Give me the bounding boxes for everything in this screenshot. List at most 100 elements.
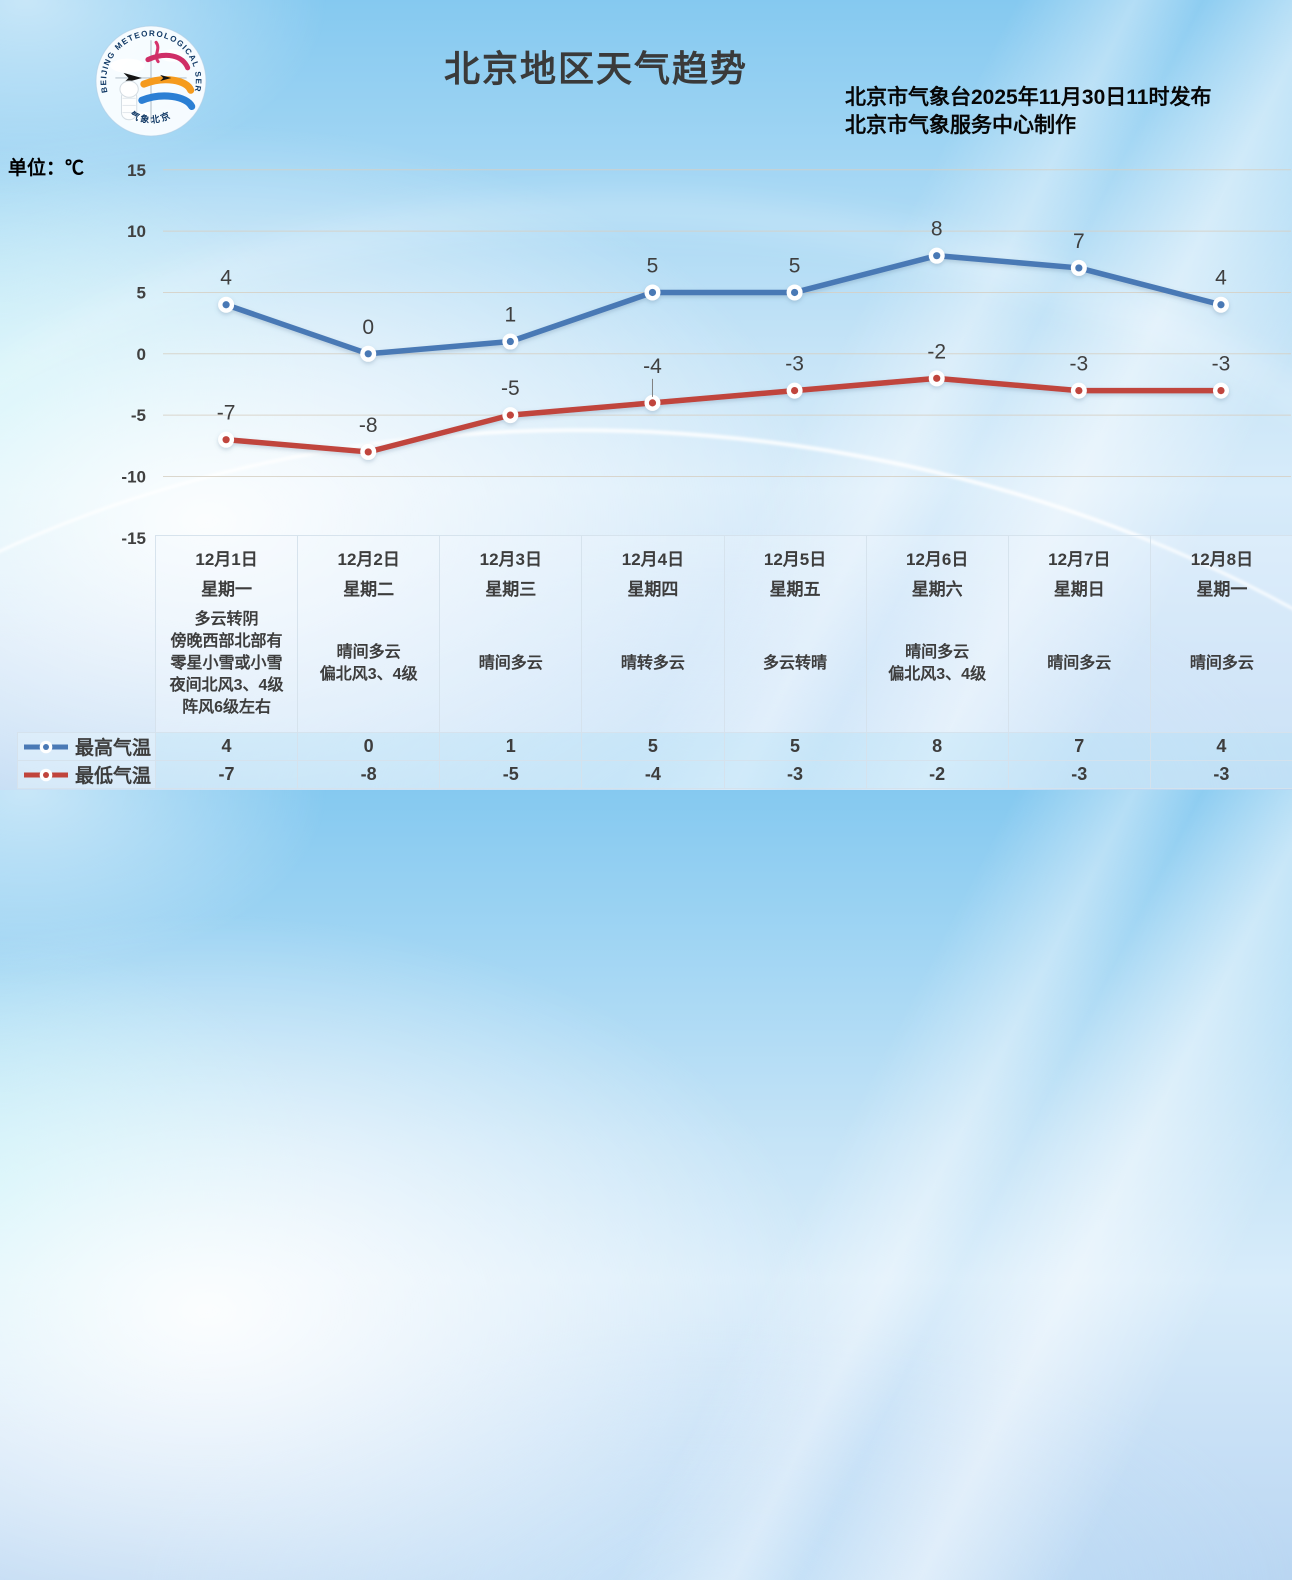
orange-swoosh (140, 76, 195, 94)
y-tick-label: -15 (121, 529, 146, 548)
data-point-marker (1070, 259, 1087, 276)
day-weekday: 星期一 (1196, 580, 1248, 599)
data-point-marker-dot (1217, 387, 1225, 395)
data-point-label: 1 (505, 304, 517, 327)
y-tick-label: 10 (127, 222, 146, 241)
low-temp-value-3: -5 (440, 761, 583, 789)
day-weather: 晴间多云 偏北风3、4级 (888, 601, 986, 733)
data-point-marker-dot (1075, 264, 1083, 272)
data-point-marker-dot (933, 252, 941, 260)
y-tick-label: -10 (121, 467, 146, 486)
day-date: 12月3日 (479, 550, 542, 569)
temperature-value-rows: 最高气温 4 0 1 5 5 8 7 4 最低气温 -7 -8 -5 -4 -3 -2 -3 -3 (17, 732, 1292, 789)
weather-line: 傍晚西部北部有 (170, 633, 283, 650)
data-point-marker-dot (222, 301, 230, 309)
data-point-label: -8 (359, 414, 378, 437)
legend-label: 最高气温 (75, 738, 152, 759)
data-point-marker (644, 394, 661, 411)
high-temp-value-2: 0 (298, 733, 441, 761)
day-weather: 晴间多云 (1047, 601, 1111, 733)
y-tick-label: 5 (137, 283, 146, 302)
day-date: 12月7日 (1048, 550, 1111, 569)
legend-low-temp: 最低气温 (18, 761, 156, 789)
day-date: 12月8日 (1190, 550, 1254, 569)
data-point-marker-dot (648, 288, 657, 297)
data-point-label: 8 (931, 218, 943, 241)
day-weekday: 星期五 (769, 580, 821, 599)
data-point-label: 0 (362, 316, 374, 339)
data-point-marker-dot (648, 399, 657, 407)
data-point-marker-dot (364, 350, 372, 358)
data-point-marker (1212, 296, 1229, 313)
high-temp-value-7: 7 (1008, 733, 1151, 761)
data-point-marker (786, 382, 803, 399)
data-point-marker (360, 345, 377, 362)
high-temp-value-8: 4 (1150, 733, 1292, 761)
data-point-label: 4 (1215, 267, 1227, 290)
high-temp-value-5: 5 (724, 733, 867, 761)
day-weekday: 星期四 (627, 580, 679, 599)
day-weekday: 星期日 (1053, 580, 1105, 599)
day-date: 12月1日 (195, 550, 258, 569)
high-temp-value-4: 5 (582, 733, 725, 761)
red-ribbon (154, 40, 160, 64)
issued-line: 北京市气象台2025年11月30日11时发布 (845, 86, 1212, 109)
data-point-label: 5 (789, 254, 801, 277)
data-point-label: -7 (217, 402, 236, 425)
day-column-1: 12月1日 星期一 多云转阴 傍晚西部北部有 零星小雪或小雪 夜间北风3、4级 阵风6级左右 (156, 536, 299, 733)
data-point-marker (502, 333, 519, 350)
weather-line: 阵风6级左右 (182, 699, 272, 716)
day-column-2: 12月2日星期二晴间多云偏北风3、4级 (298, 536, 441, 733)
weather-line: 零星小雪或小雪 (170, 655, 283, 672)
small-arrow-icon (160, 74, 172, 81)
day-weather: 晴间多云偏北风3、4级 (320, 601, 418, 733)
beijing-meteorological-service-logo: BEIJING METEOROLOGICAL SERVICE 气象北京 (95, 25, 207, 137)
day-date: 12月2日 (337, 550, 400, 569)
data-point-marker (502, 407, 519, 424)
low-temp-value-4: -4 (582, 761, 725, 789)
weather-line: 晴间多云 (336, 644, 401, 661)
data-point-marker (360, 443, 377, 460)
data-point-label: -3 (785, 353, 804, 376)
data-point-marker (928, 370, 945, 387)
y-tick-label: 15 (127, 161, 146, 180)
day-date: 12月5日 (763, 550, 827, 569)
data-point-marker-dot (791, 288, 799, 297)
data-point-marker-dot (506, 337, 514, 346)
day-weather: 晴间多云 (479, 601, 543, 733)
page-title: 北京地区天气趋势 (443, 48, 748, 89)
data-point-label: -2 (927, 340, 946, 363)
data-point-marker-dot (1217, 301, 1225, 309)
day-weekday: 星期二 (343, 580, 395, 599)
weather-line: 晴间多云 (1189, 655, 1254, 672)
day-column-5: 12月5日星期五多云转晴 (724, 536, 867, 733)
high-temp-series (218, 247, 1229, 362)
data-point-marker-dot (1075, 387, 1083, 395)
data-point-marker-dot (506, 411, 514, 419)
low-temp-value-6: -2 (866, 761, 1009, 789)
data-point-marker (218, 296, 235, 313)
data-point-labels: 4 0 1 5 5 8 7 4 -7 -8 -5 -4 -3 -2 -3 -3 (217, 218, 1231, 437)
data-point-label: -5 (501, 377, 520, 400)
low-temp-value-7: -3 (1008, 761, 1151, 789)
weather-line: 多云转晴 (763, 655, 828, 672)
data-point-marker-dot (222, 436, 230, 444)
low-temp-value-1: -7 (156, 761, 299, 789)
day-weather: 晴转多云 (621, 601, 685, 733)
data-point-label: 5 (647, 254, 659, 277)
day-weather: 多云转阴 傍晚西部北部有 零星小雪或小雪 夜间北风3、4级 阵风6级左右 (170, 601, 284, 733)
day-column-8: 12月8日星期一晴间多云 (1150, 536, 1292, 733)
data-point-label: 7 (1073, 230, 1085, 253)
day-date: 12月4日 (621, 550, 685, 569)
series-line (223, 252, 1224, 357)
legend-marker-icon (24, 740, 68, 753)
high-temp-value-3: 1 (440, 733, 583, 761)
day-weekday: 星期六 (911, 580, 963, 599)
weather-line: 多云转阴 (194, 611, 259, 628)
data-point-marker (928, 247, 945, 264)
y-tick-label: -5 (131, 406, 146, 425)
series-lines (218, 247, 1229, 460)
day-weekday: 星期三 (485, 580, 537, 599)
day-column-6: 12月6日 星期六 晴间多云 偏北风3、4级 (866, 536, 1009, 733)
weather-line: 偏北风3、4级 (319, 666, 418, 683)
